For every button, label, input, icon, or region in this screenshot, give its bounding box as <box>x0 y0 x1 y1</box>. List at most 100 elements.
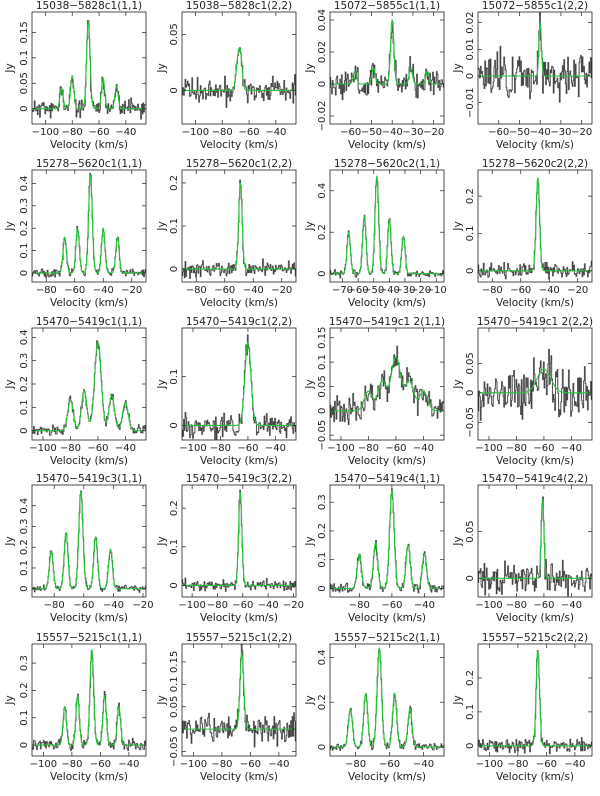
x-axis-label: Velocity (km/s) <box>496 612 574 624</box>
x-tick-label: −40 <box>243 285 264 296</box>
x-tick-label: −60 <box>488 127 509 138</box>
x-tick-label: −100 <box>475 600 502 611</box>
y-tick-label: 0.2 <box>19 220 30 236</box>
spectrum-panel: 15038−5828c1(2,2) −100 −80 −60 −40 0 0.05 Veloc… <box>156 0 297 151</box>
spectrum-panel: 15072−5855c1(1,1) −60 −50 −40 −30 −20 −0.02 0 0.… <box>304 0 445 151</box>
data-spectrum-line <box>182 644 296 748</box>
spectrum-panel: 15470−5419c4(2,2) −100 −80 −60 −40 0 0.05 Veloc… <box>452 473 593 624</box>
data-spectrum-line <box>330 178 444 279</box>
panel-frame <box>181 643 297 757</box>
x-tick-label: −50 <box>509 127 530 138</box>
x-tick-label: −60 <box>536 759 557 770</box>
x-tick-label: −40 <box>413 759 434 770</box>
x-axis-label: Velocity (km/s) <box>348 297 426 309</box>
y-axis-label: Jy <box>4 536 16 546</box>
panel-title: 15557−5215c1(1,1) <box>36 632 142 644</box>
panel-frame <box>31 169 147 283</box>
panel-frame <box>329 484 445 598</box>
y-tick-label: 0.05 <box>19 72 30 94</box>
y-tick-label: 0.4 <box>19 498 30 514</box>
data-spectrum-line-dark <box>478 12 592 103</box>
y-tick-label: 0.1 <box>19 50 30 66</box>
fit-curve-line <box>478 177 592 272</box>
x-tick-label: −40 <box>115 443 136 454</box>
x-tick-label: −100 <box>29 443 56 454</box>
y-tick-label: 0 <box>465 390 476 396</box>
y-tick-label: 0.4 <box>19 175 30 191</box>
y-tick-label: 0.1 <box>465 704 476 720</box>
y-tick-label: 0.1 <box>19 710 30 726</box>
x-axis-label: Velocity (km/s) <box>496 455 574 467</box>
data-spectrum-line-dark <box>478 496 592 597</box>
data-spectrum-line-dark <box>478 650 592 754</box>
x-tick-label: −40 <box>530 127 551 138</box>
y-tick-label: 0.05 <box>317 375 328 397</box>
y-axis-label: Jy <box>304 221 316 231</box>
x-axis-label: Velocity (km/s) <box>348 612 426 624</box>
spectrum-panel: 15557−5215c1(1,1) −100 −80 −60 −40 0 0.1 0.2 0.3… <box>4 632 147 783</box>
spectrum-panel: 15470−5419c1(1,1) −100 −80 −60 −40 0 0.1 0.2 0.3… <box>4 316 147 467</box>
fit-curve-line <box>182 651 296 730</box>
panel-title: 15470−5419c1(1,1) <box>36 316 142 328</box>
y-tick-label: 0 <box>465 268 476 274</box>
x-tick-label: −10 <box>426 285 447 296</box>
spectrum-panel: 15557−5215c2(2,2) −100 −80 −60 −40 0 0.1 0.2 Vel… <box>452 632 593 783</box>
x-axis-label: Velocity (km/s) <box>50 612 128 624</box>
fit-curve-line <box>330 489 444 589</box>
spectrum-panel: 15557−5215c2(1,1) −80 −60 −40 0 0.2 0.4 Velocit… <box>304 632 445 783</box>
fit-curve-line <box>182 46 296 91</box>
y-tick-label: 0.4 <box>317 183 328 199</box>
data-spectrum-line-dark <box>182 334 296 440</box>
x-tick-label: −100 <box>32 127 59 138</box>
panel-frame <box>329 327 445 441</box>
spectrum-panel: 15470−5419c3(1,1) −80 −60 −40 −20 0 0.1 0.2 0.3 0… <box>4 473 154 624</box>
y-axis-label: Jy <box>304 63 316 73</box>
x-tick-label: −80 <box>506 443 527 454</box>
fit-curve-line <box>182 492 296 586</box>
x-tick-label: −60 <box>348 285 369 296</box>
data-spectrum-line <box>32 650 146 752</box>
y-tick-label: 0.2 <box>19 376 30 392</box>
y-tick-label: 0 <box>465 575 476 581</box>
y-tick-label: 0 <box>169 726 180 732</box>
y-tick-label: −0.01 <box>465 87 476 118</box>
y-axis-label: Jy <box>452 536 464 546</box>
y-tick-label: 0 <box>317 81 328 87</box>
y-tick-label: 0.2 <box>317 694 328 710</box>
panel-title: 15470−5419c1(2,2) <box>186 316 292 328</box>
y-tick-label: 0.1 <box>19 560 30 576</box>
y-tick-label: 0 <box>317 744 328 750</box>
y-tick-label: −0.02 <box>317 101 328 132</box>
x-tick-label: −20 <box>410 285 431 296</box>
y-tick-label: 0 <box>169 87 180 93</box>
data-spectrum-line <box>478 650 592 755</box>
x-tick-label: −80 <box>358 443 379 454</box>
x-tick-label: −40 <box>265 127 286 138</box>
x-axis-label: Velocity (km/s) <box>496 297 574 309</box>
x-tick-label: −80 <box>349 600 370 611</box>
data-spectrum-line <box>478 12 592 103</box>
x-tick-label: −60 <box>237 443 258 454</box>
y-tick-label: 0.3 <box>19 198 30 214</box>
y-axis-label: Jy <box>304 695 316 705</box>
y-tick-label: 0 <box>19 270 30 276</box>
x-tick-label: −70 <box>332 285 353 296</box>
y-tick-label: 0.04 <box>317 9 328 31</box>
x-axis-label: Velocity (km/s) <box>50 297 128 309</box>
x-tick-label: −100 <box>475 443 502 454</box>
x-axis-label: Velocity (km/s) <box>200 139 278 151</box>
y-tick-label: 0.2 <box>317 224 328 240</box>
fit-curve-line <box>32 21 146 110</box>
x-tick-label: −80 <box>345 759 366 770</box>
spectrum-panel: 15470−5419c1(2,2) −100 −80 −60 −40 0 0.1 Veloci… <box>156 316 297 467</box>
spectrum-panel: 15278−5620c2(1,1) −70−60−50−40−30−20−10 0 0… <box>304 158 447 309</box>
x-tick-label: −100 <box>179 443 206 454</box>
y-tick-label: 0.1 <box>317 354 328 370</box>
x-tick-label: −60 <box>379 759 400 770</box>
x-tick-label: −60 <box>73 600 94 611</box>
x-axis-label: Velocity (km/s) <box>200 455 278 467</box>
spectrum-panel: 15072−5855c1(2,2) −60 −50 −40 −30 −20 −0.01 0 0.… <box>452 0 593 151</box>
x-tick-label: −80 <box>482 285 503 296</box>
x-tick-label: −60 <box>89 127 110 138</box>
y-tick-label: −0.05 <box>465 407 476 438</box>
